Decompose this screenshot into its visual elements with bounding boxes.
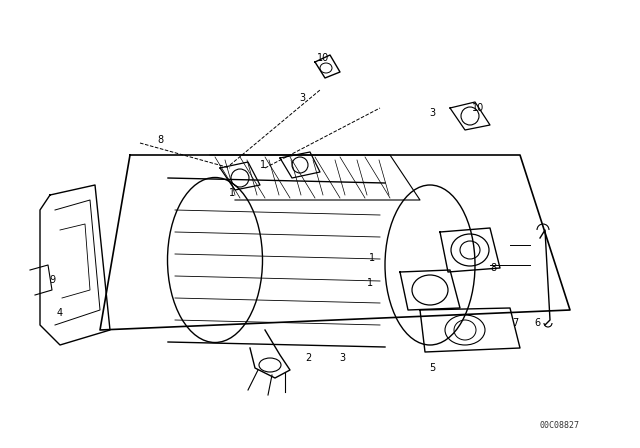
Text: 10: 10: [317, 53, 329, 63]
Text: 3: 3: [299, 93, 305, 103]
Text: 3: 3: [339, 353, 345, 363]
Text: 8: 8: [490, 263, 496, 273]
Text: 1: 1: [260, 160, 266, 170]
Text: 5: 5: [429, 363, 435, 373]
Text: 10: 10: [472, 103, 484, 113]
Text: 3: 3: [429, 108, 435, 118]
Text: 1: 1: [367, 278, 373, 288]
Text: 7: 7: [512, 318, 518, 328]
Text: 1: 1: [369, 253, 375, 263]
Text: 9: 9: [49, 275, 55, 285]
Text: 8: 8: [157, 135, 163, 145]
Text: 00C08827: 00C08827: [540, 421, 580, 430]
Text: 4: 4: [57, 308, 63, 318]
Text: 1: 1: [229, 188, 235, 198]
Text: 6: 6: [534, 318, 540, 328]
Text: 2: 2: [305, 353, 311, 363]
